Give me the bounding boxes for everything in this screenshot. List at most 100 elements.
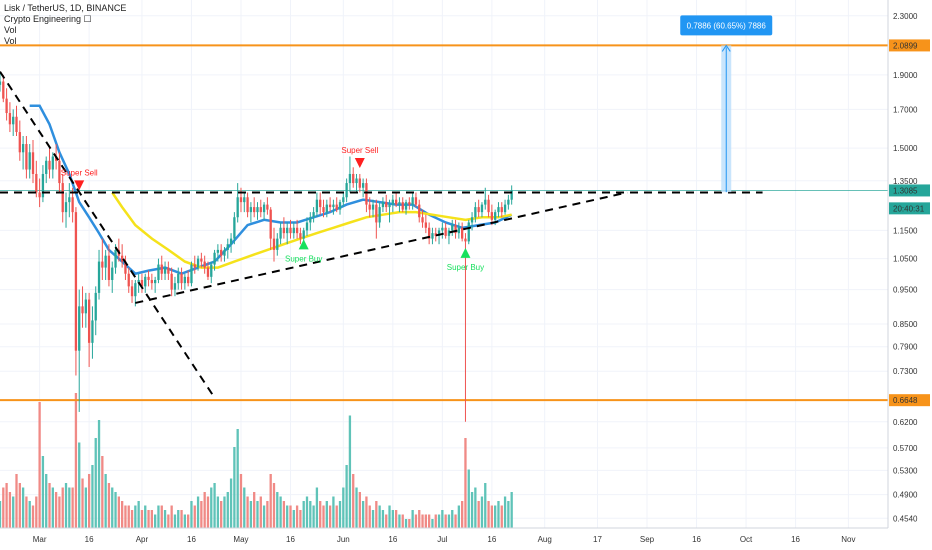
candle <box>332 199 335 215</box>
volume-bar <box>31 505 35 528</box>
candle-body <box>292 227 295 234</box>
y-axis[interactable]: 2.3000 1.9000 1.7000 1.5000 1.3500 1.1500 1.05… <box>887 0 932 550</box>
candle <box>101 238 104 280</box>
candle-body <box>375 204 378 223</box>
volume-bar <box>276 492 279 528</box>
candle-body <box>332 204 335 208</box>
volume-bar <box>78 442 81 528</box>
candle <box>68 183 71 218</box>
volume-bar <box>437 514 441 528</box>
candle <box>286 222 289 245</box>
candle <box>454 219 457 239</box>
x-tick-label: 16 <box>487 535 496 544</box>
volume-bar <box>490 505 494 528</box>
candle <box>484 187 487 210</box>
volume-bar <box>322 505 325 528</box>
candle-body <box>35 173 38 193</box>
volume-bar <box>243 487 246 528</box>
y-tick-label: 0.9500 <box>893 286 918 295</box>
volume-bars <box>0 393 513 528</box>
candle-body <box>315 199 319 213</box>
candle-body <box>157 264 160 280</box>
candle-body <box>104 255 107 268</box>
price-tag-label: 2.0899 <box>893 41 918 50</box>
volume-bar <box>385 514 388 528</box>
volume-bar <box>454 514 457 528</box>
volume-bar <box>302 501 305 528</box>
y-tick-label: 1.7000 <box>893 105 918 114</box>
candle-body <box>233 217 236 239</box>
price-tag-bg <box>889 39 930 52</box>
volume-bar <box>289 505 292 528</box>
candle <box>338 199 342 215</box>
x-tick-label: Mar <box>33 535 47 544</box>
super-buy-label: Super Buy <box>285 254 322 263</box>
candle <box>236 183 239 223</box>
candle-body <box>170 273 173 290</box>
chart-title: Lisk / TetherUS, 1D, BINANCE <box>4 3 127 13</box>
candle-body <box>401 202 404 210</box>
candle <box>216 244 220 262</box>
candle-body <box>262 204 266 213</box>
volume-bar <box>299 510 302 528</box>
volume-bar <box>497 501 500 528</box>
volume-bar <box>147 510 150 528</box>
candle-body <box>203 261 206 268</box>
candle <box>394 192 398 208</box>
volume-bar <box>18 483 21 528</box>
volume-bar <box>355 487 358 528</box>
volume-bar <box>223 496 226 528</box>
candle-body <box>236 197 239 218</box>
candle-body <box>200 258 203 262</box>
candle <box>269 207 272 250</box>
volume-bar <box>332 496 335 528</box>
price-tag-label: 20:40:31 <box>893 204 925 213</box>
volume-label-2[interactable]: Vol <box>4 36 17 46</box>
volume-bar <box>262 505 266 528</box>
x-tick-label: Sep <box>640 535 655 544</box>
candle <box>203 255 206 274</box>
candle <box>292 222 295 239</box>
volume-bar <box>500 505 503 528</box>
candle-body <box>246 197 249 213</box>
candle <box>229 233 233 253</box>
volume-bar <box>64 483 68 528</box>
volume-label[interactable]: Vol <box>4 25 17 35</box>
candle <box>262 202 266 220</box>
candle <box>97 249 101 300</box>
candle-body <box>94 292 97 321</box>
volume-bar <box>457 505 461 528</box>
candle <box>94 286 97 336</box>
candle <box>427 222 431 245</box>
indicator-label[interactable]: Crypto Engineering ☐ <box>4 14 92 24</box>
candle-body <box>253 207 256 213</box>
candle-body <box>352 173 355 184</box>
volume-bar <box>2 487 5 528</box>
candle <box>289 219 292 239</box>
candle-body <box>187 276 190 284</box>
candle <box>299 227 302 245</box>
volume-bar <box>404 519 408 528</box>
candle <box>140 273 144 293</box>
candle-body <box>71 197 74 213</box>
volume-bar <box>444 514 447 528</box>
candle <box>361 178 365 198</box>
y-tick-label: 1.3500 <box>893 177 918 186</box>
candle-body <box>454 225 457 234</box>
volume-bar <box>97 420 101 528</box>
volume-bar <box>153 514 157 528</box>
candle <box>279 222 282 245</box>
candle-body <box>358 178 361 188</box>
x-tick-label: Aug <box>538 535 552 544</box>
grid <box>0 0 888 528</box>
candle <box>127 267 130 293</box>
candle-body <box>259 207 262 213</box>
price-tag-label: 1.3085 <box>893 186 918 195</box>
volume-bar <box>206 496 210 528</box>
candle-body <box>8 113 12 125</box>
candle-body <box>328 204 332 208</box>
volume-bar <box>15 474 18 528</box>
candle-body <box>444 227 447 236</box>
price-tag-bg <box>889 202 930 215</box>
